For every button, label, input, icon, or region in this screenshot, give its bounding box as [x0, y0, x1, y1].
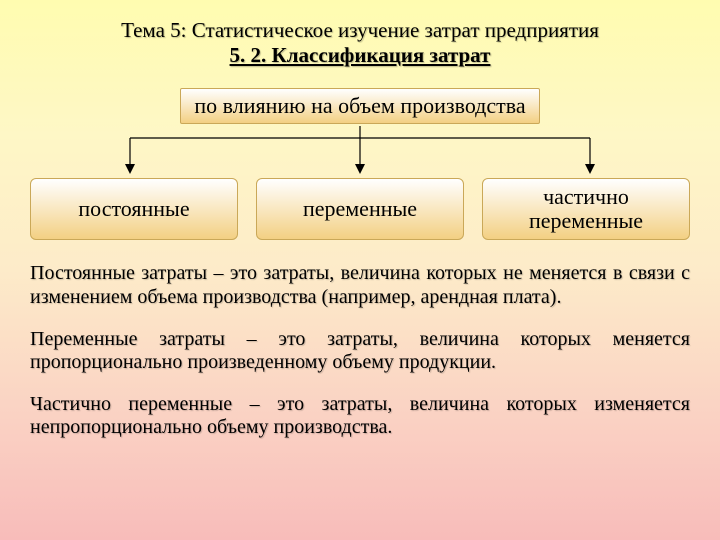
- diagram-child-node: частично переменные: [482, 178, 690, 240]
- paragraphs: Постоянные затраты – это затраты, величи…: [30, 262, 690, 440]
- slide: Тема 5: Статистическое изучение затрат п…: [0, 0, 720, 540]
- diagram-children-row: постоянные переменные частично переменны…: [30, 178, 690, 240]
- diagram-connectors: [30, 124, 690, 180]
- slide-title-line2: 5. 2. Классификация затрат: [30, 43, 690, 68]
- diagram-child-node: переменные: [256, 178, 464, 240]
- diagram-child-node: постоянные: [30, 178, 238, 240]
- diagram-root-node: по влиянию на объем производства: [180, 88, 540, 124]
- paragraph: Переменные затраты – это затраты, величи…: [30, 328, 690, 375]
- paragraph: Постоянные затраты – это затраты, величи…: [30, 262, 690, 309]
- paragraph: Частично переменные – это затраты, велич…: [30, 393, 690, 440]
- slide-title-line1: Тема 5: Статистическое изучение затрат п…: [30, 18, 690, 43]
